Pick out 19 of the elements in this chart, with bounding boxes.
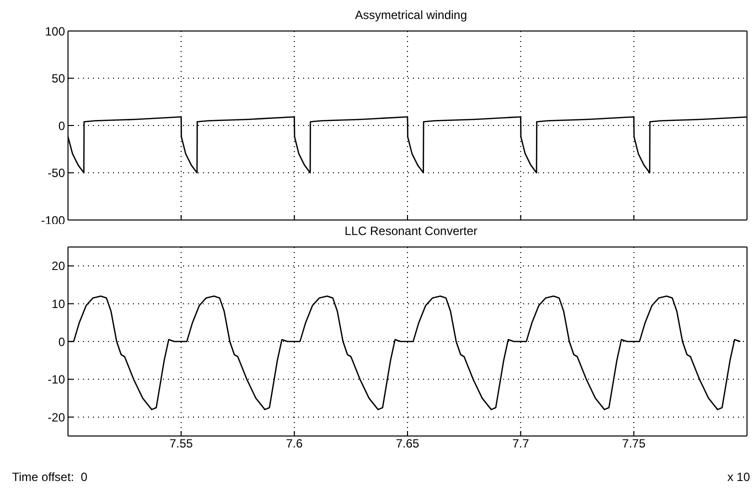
y-tick-label: -100	[40, 213, 66, 228]
chart-title: LLC Resonant Converter	[344, 224, 478, 238]
text: Time offset: 0	[12, 470, 88, 484]
y-tick-label: 20	[52, 259, 66, 274]
y-tick-label: 50	[52, 72, 66, 86]
x-tick-label: 7.7	[512, 436, 530, 451]
y-tick-label: 0	[58, 334, 66, 349]
x-tick-label: 7.65	[396, 436, 420, 451]
y-tick-label: 0	[58, 118, 66, 133]
chart-title: Assymetrical winding	[354, 8, 468, 24]
y-tick-label: 10	[52, 296, 66, 311]
y-tick-label: -50	[48, 166, 66, 180]
x-tick-label: 7.6	[286, 436, 303, 451]
text: x 10	[727, 470, 750, 484]
x-tick-label: 7.55	[169, 436, 194, 451]
y-tick-label: -10	[48, 372, 66, 387]
y-tick-label: 100	[44, 24, 66, 38]
x-tick-label: 7.75	[622, 436, 646, 451]
y-tick-label: -20	[48, 410, 66, 424]
